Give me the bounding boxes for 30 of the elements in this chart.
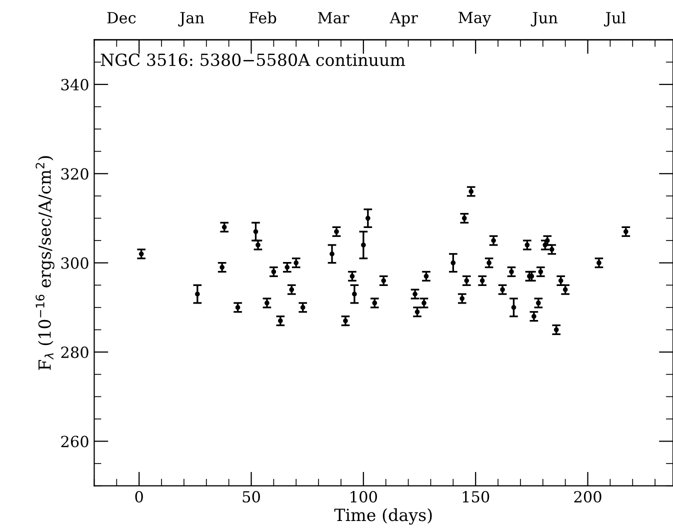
text: Jul (604, 12, 626, 26)
point (365, 216, 370, 221)
y-tick-label: 320 (61, 168, 88, 180)
x-axis-title: Time (days) (334, 508, 432, 525)
text: Mar (318, 12, 350, 24)
point (412, 292, 418, 296)
text: Dec (107, 12, 136, 24)
text: Apr (390, 12, 418, 26)
y-tick-label: 300 (61, 257, 88, 269)
text: Jun (530, 12, 558, 26)
y-tick-label: 280 (61, 346, 88, 358)
point (253, 229, 258, 234)
y-tick-label: 260 (61, 436, 88, 448)
point (511, 305, 516, 310)
x-tick-label: 200 (574, 490, 602, 503)
y-axis-title: F$_{λ}$ (10$^{−16}$ ergs/sec/A/cm$^{2}$) (36, 156, 54, 370)
x-tick-label: 100 (350, 490, 377, 503)
point (360, 242, 366, 248)
x-tick-label: 150 (462, 490, 490, 503)
point (352, 292, 357, 296)
y-tick-label: 340 (61, 78, 88, 90)
text: Feb (249, 12, 276, 24)
text: May (458, 12, 492, 26)
x-tick-label: 0 (135, 490, 143, 503)
text: Jan (178, 12, 204, 26)
point (330, 251, 334, 256)
text: NGC 3516: 5380−5580A continuum (100, 54, 406, 66)
point (194, 292, 200, 296)
x-tick-label: 50 (242, 490, 260, 503)
point (450, 260, 456, 266)
